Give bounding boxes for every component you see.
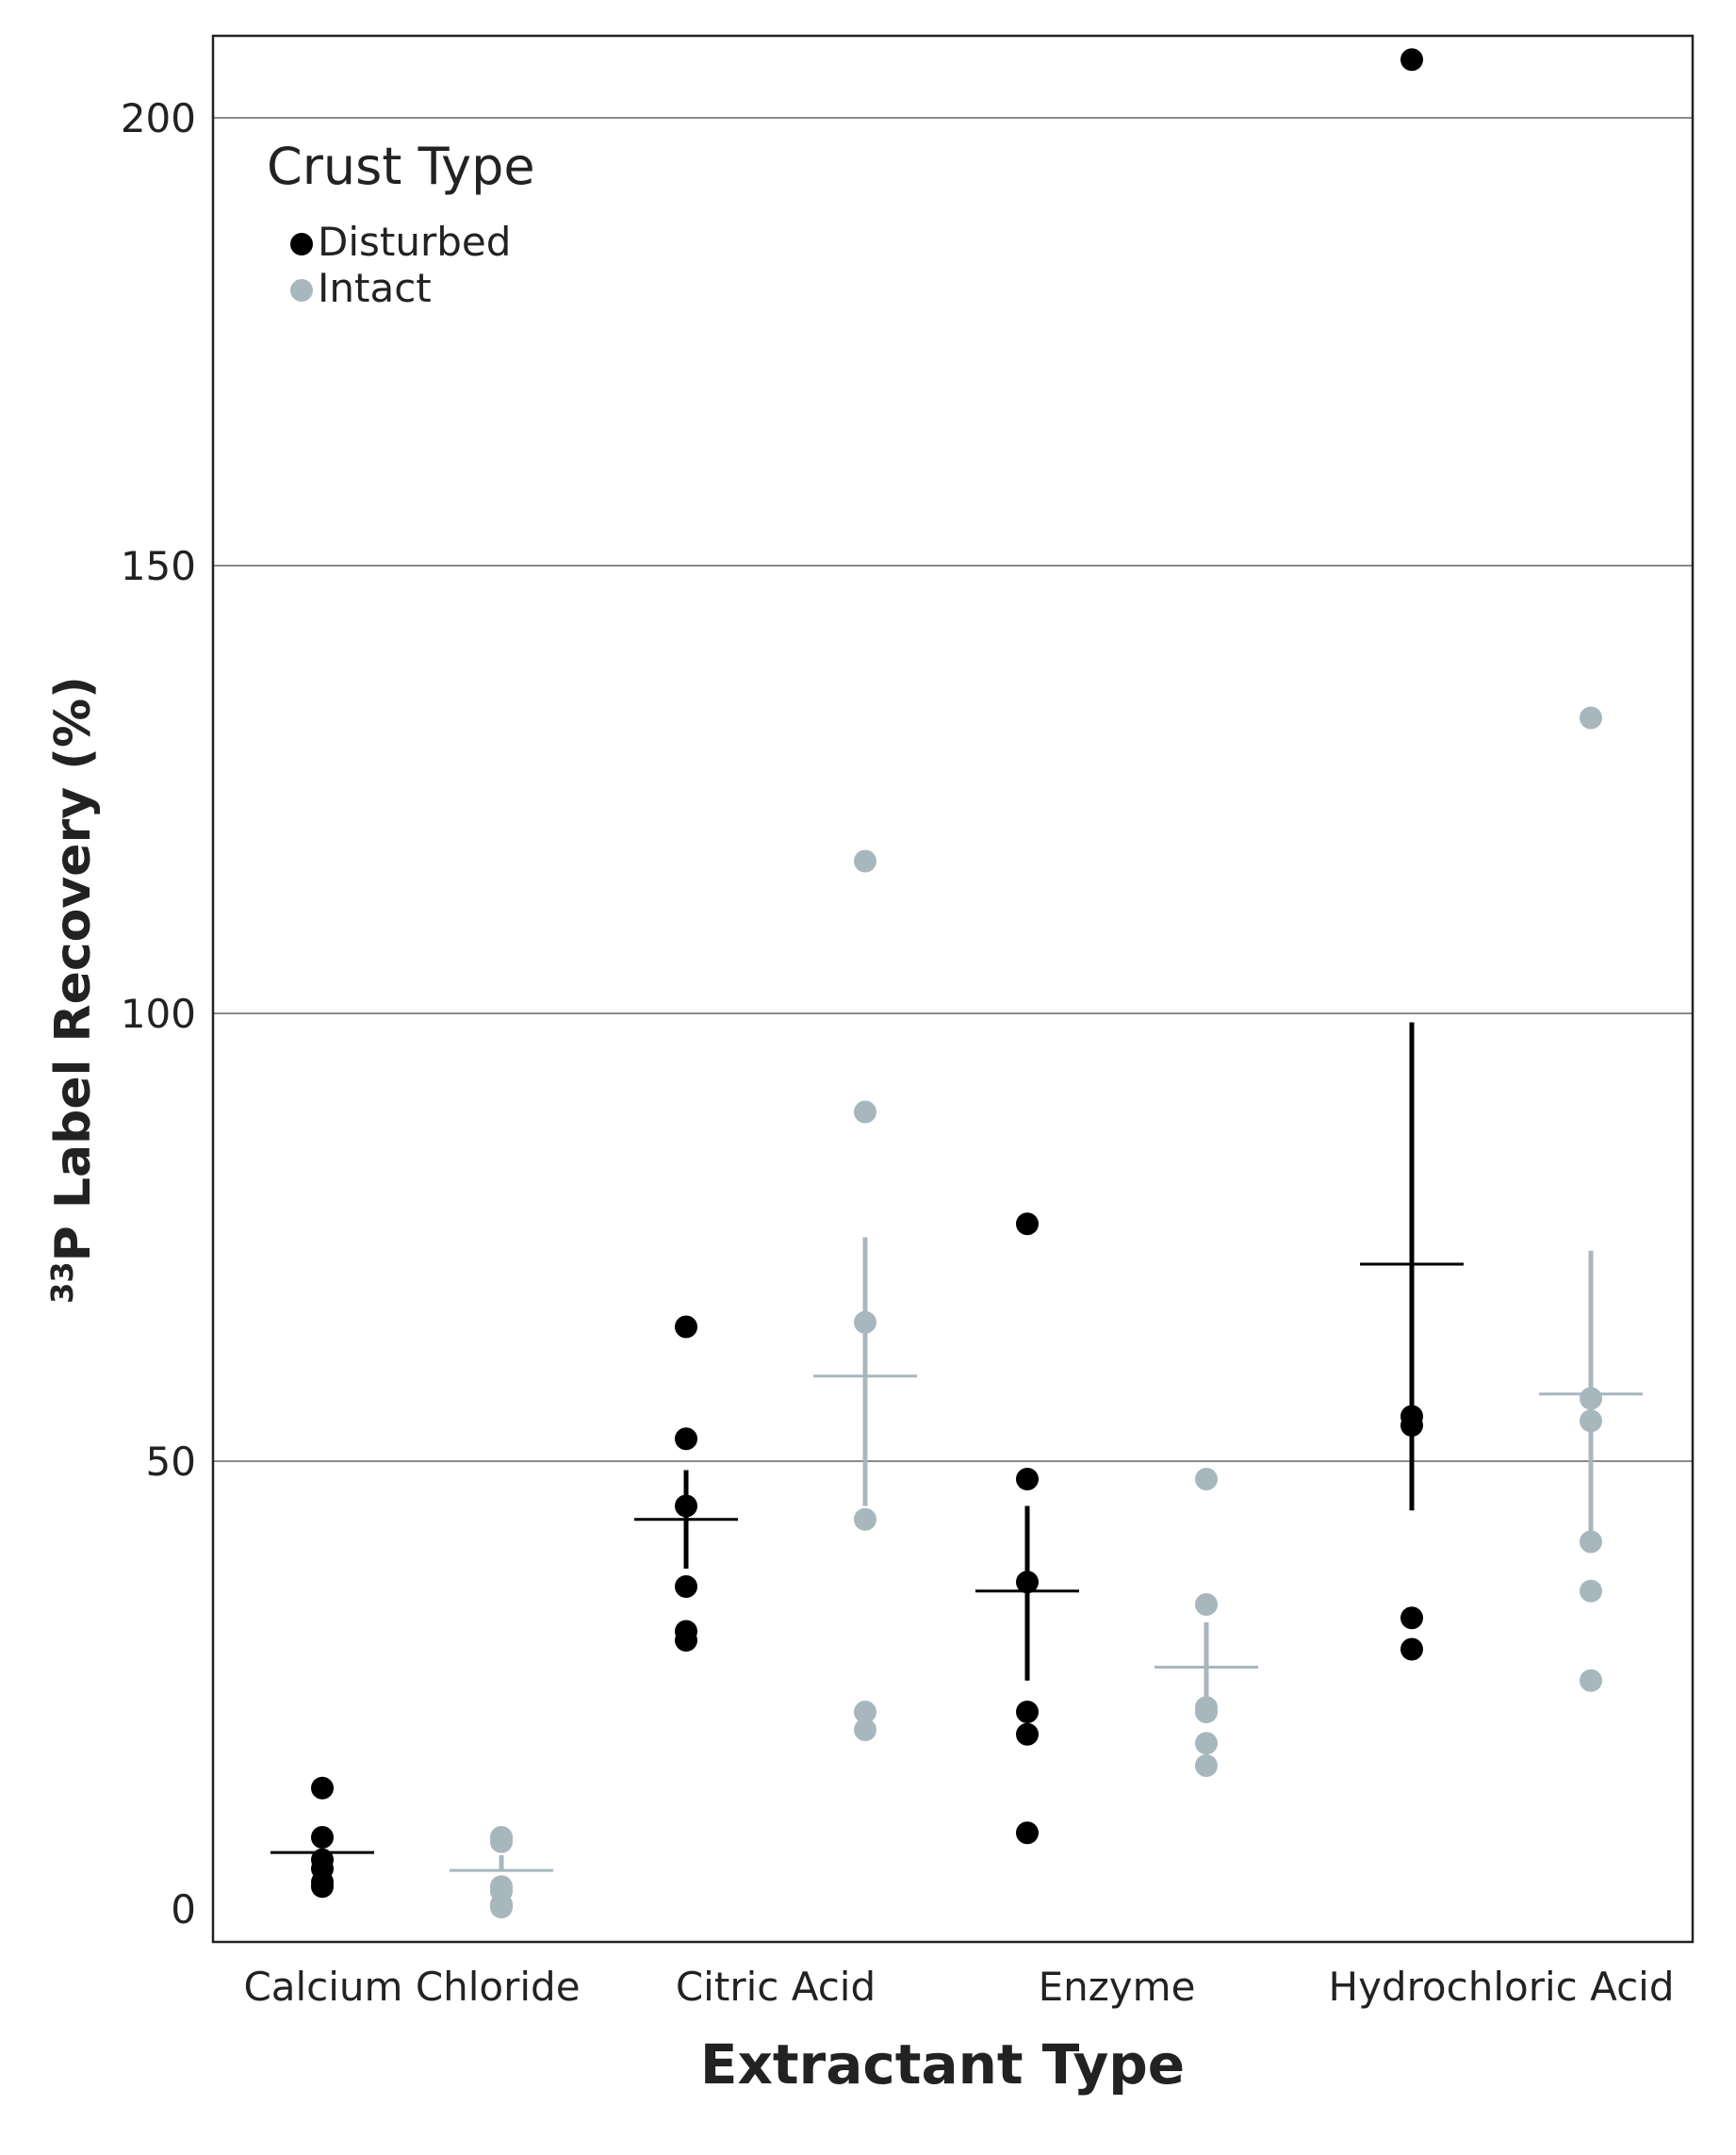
series-intact [450, 706, 1643, 1919]
y-axis-title-superscript: 33 [44, 1261, 80, 1304]
x-tick-label-2: Enzyme [1039, 1964, 1196, 2010]
point-intact-1-0 [854, 849, 876, 873]
point-intact-2-4 [1195, 1732, 1218, 1755]
point-disturbed-3-4 [1400, 1637, 1423, 1661]
point-intact-1-5 [854, 1719, 876, 1741]
point-intact-1-2 [854, 1310, 876, 1334]
point-intact-2-0 [1195, 1468, 1218, 1490]
point-intact-3-2 [1580, 1409, 1602, 1433]
x-axis-title: Extractant Type [700, 2032, 1185, 2097]
plot-frame [211, 34, 1695, 1944]
y-axis-title: P Label Recovery (%) [45, 676, 102, 1261]
y-tick-label-0: 0 [171, 1886, 196, 1933]
point-disturbed-2-0 [1016, 1212, 1039, 1236]
svg-text:33P Label Recovery (%): 33P Label Recovery (%) [44, 676, 102, 1304]
gridlines [213, 117, 1693, 1462]
point-disturbed-2-4 [1016, 1722, 1039, 1746]
point-disturbed-2-2 [1016, 1571, 1039, 1594]
point-disturbed-1-2 [675, 1494, 697, 1518]
point-intact-3-0 [1580, 706, 1602, 730]
y-tick-label-150: 150 [121, 543, 196, 589]
point-intact-0-1 [490, 1830, 513, 1853]
point-disturbed-0-5 [311, 1875, 334, 1899]
legend-label-disturbed: Disturbed [318, 219, 511, 265]
legend-label-intact: Intact [318, 265, 432, 311]
point-intact-3-5 [1580, 1669, 1602, 1692]
y-axis-title-group: 33P Label Recovery (%) [44, 676, 102, 1304]
point-intact-3-3 [1580, 1530, 1602, 1554]
legend-marker-intact [290, 279, 313, 302]
point-disturbed-3-2 [1400, 1414, 1423, 1437]
y-tick-label-100: 100 [121, 991, 196, 1037]
point-intact-1-1 [854, 1100, 876, 1124]
point-disturbed-1-3 [675, 1575, 697, 1598]
point-intact-1-4 [854, 1701, 876, 1723]
data-marks [270, 48, 1643, 1919]
point-disturbed-3-0 [1400, 48, 1423, 72]
point-disturbed-1-0 [675, 1315, 697, 1339]
x-tick-label-1: Citric Acid [676, 1964, 876, 2010]
point-intact-2-5 [1195, 1754, 1218, 1777]
point-intact-1-3 [854, 1507, 876, 1531]
point-disturbed-0-0 [311, 1776, 334, 1800]
point-disturbed-1-5 [675, 1629, 697, 1652]
point-intact-2-3 [1195, 1701, 1218, 1723]
point-disturbed-2-1 [1016, 1468, 1039, 1490]
y-tick-label-50: 50 [146, 1439, 196, 1485]
point-intact-2-1 [1195, 1593, 1218, 1616]
x-tick-label-3: Hydrochloric Acid [1328, 1964, 1674, 2010]
y-tick-label-200: 200 [121, 95, 196, 141]
point-intact-3-4 [1580, 1579, 1602, 1603]
point-disturbed-0-1 [311, 1826, 334, 1849]
point-disturbed-3-3 [1400, 1606, 1423, 1630]
point-disturbed-2-3 [1016, 1701, 1039, 1723]
x-tick-labels: Calcium Chloride Citric Acid Enzyme Hydroch… [243, 1964, 1674, 2010]
point-disturbed-1-1 [675, 1427, 697, 1451]
legend-title: Crust Type [267, 137, 535, 196]
point-intact-3-1 [1580, 1387, 1602, 1410]
series-disturbed [270, 48, 1464, 1899]
legend-marker-disturbed [290, 233, 313, 255]
y-tick-labels: 0 50 100 150 200 [121, 95, 196, 1933]
point-disturbed-2-5 [1016, 1821, 1039, 1845]
point-intact-0-5 [490, 1896, 513, 1919]
legend: Crust Type Disturbed Intact [267, 137, 535, 311]
x-tick-label-0: Calcium Chloride [243, 1964, 580, 2010]
